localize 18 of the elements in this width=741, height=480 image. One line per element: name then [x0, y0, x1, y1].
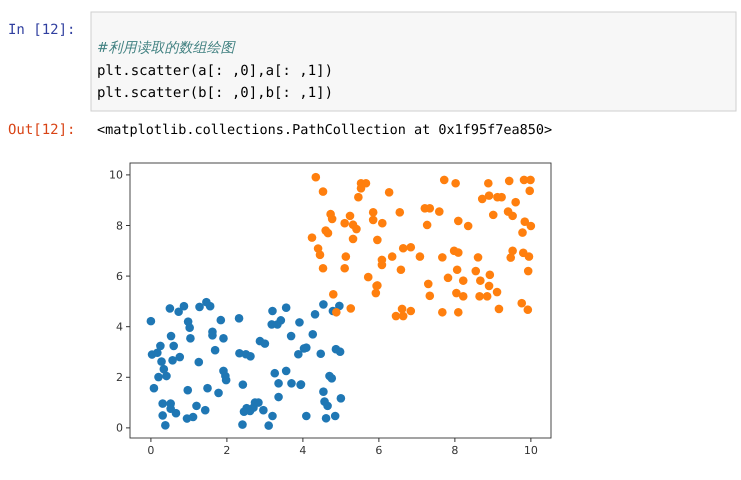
- y-tick-label: 0: [116, 422, 123, 435]
- text: In [12]:: [8, 22, 76, 38]
- y-tick-label: 10: [109, 168, 123, 182]
- text: plt.scatter(b[: ,0],b[: ,1]): [97, 85, 334, 101]
- text: plt.scatter(a[: ,0],a[: ,1]): [97, 63, 334, 79]
- y-tick-label: 2: [116, 371, 123, 384]
- text: #利用读取的数组绘图: [97, 40, 237, 56]
- x-tick-label: 10: [524, 444, 538, 457]
- y-tick-label: 6: [116, 270, 123, 283]
- x-tick-label: 2: [223, 444, 230, 457]
- y-tick-label: 8: [116, 219, 123, 232]
- y-tick-label: 4: [116, 320, 123, 334]
- x-tick-label: 0: [147, 444, 154, 457]
- text: Out[12]:: [8, 122, 76, 138]
- x-tick-label: 8: [451, 444, 458, 457]
- x-tick-label: 4: [299, 444, 306, 457]
- x-tick-label: 6: [375, 444, 382, 457]
- text: <matplotlib.collections.PathCollection at 0x1f95f7ea850>: [97, 122, 552, 138]
